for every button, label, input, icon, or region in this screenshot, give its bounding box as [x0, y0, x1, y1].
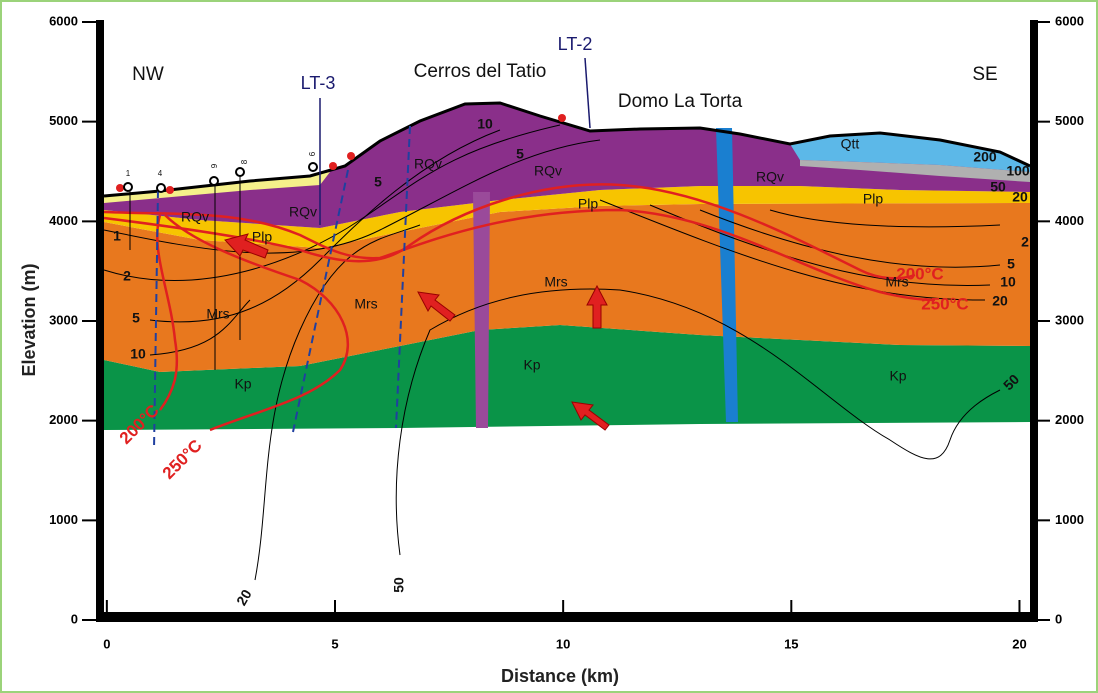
spring	[558, 114, 566, 122]
y-tick-label: 0	[71, 611, 78, 626]
annotation: RQv	[756, 169, 784, 185]
annotation: 250°C	[921, 294, 968, 313]
spring	[329, 162, 337, 170]
annotation: 10	[477, 116, 493, 132]
annotation: Kp	[523, 357, 540, 373]
annotation: LT-2	[558, 34, 593, 54]
x-tick-label: 15	[784, 636, 798, 651]
annotation: Cerros del Tatio	[414, 61, 547, 82]
y-tick-label: 4000	[49, 213, 78, 228]
annotation: Mrs	[354, 296, 377, 312]
annotation: 8	[240, 159, 249, 164]
x-axis-label: Distance (km)	[501, 666, 619, 686]
y-tick-label: 5000	[49, 113, 78, 128]
annotation: 50	[990, 179, 1006, 195]
annotation: 6	[308, 151, 317, 156]
spring	[116, 184, 124, 192]
x-tick-label: 0	[103, 636, 110, 651]
annotation: 4	[158, 169, 163, 178]
cross-section-figure: 0100020003000400050006000010002000300040…	[0, 0, 1098, 693]
annotation: 10	[1000, 274, 1016, 290]
spring	[347, 152, 355, 160]
y2-tick-label: 5000	[1055, 113, 1084, 128]
y2-tick-label: 1000	[1055, 512, 1084, 527]
annotation: Mrs	[544, 274, 567, 290]
y-axis-label: Elevation (m)	[19, 263, 39, 376]
annotation: 5	[132, 310, 140, 326]
annotation: 5	[1007, 256, 1015, 272]
annotation: 2	[1021, 234, 1029, 250]
annotation: 1	[113, 228, 121, 244]
annotation: 200°C	[896, 264, 943, 283]
annotation: 5	[374, 174, 382, 190]
bottom-axis-bar	[96, 612, 1038, 622]
annotation: NW	[132, 64, 164, 85]
x-tick-label: 10	[556, 636, 570, 651]
annotation: 2	[123, 268, 131, 284]
y-tick-label: 3000	[49, 312, 78, 327]
annotation: RQv	[534, 163, 562, 179]
well-head	[210, 177, 218, 185]
annotation: Domo La Torta	[618, 91, 743, 112]
y-tick-label: 2000	[49, 412, 78, 427]
well-head	[236, 168, 244, 176]
annotation: 200	[973, 149, 997, 165]
annotation: Kp	[234, 376, 251, 392]
annotation: 100	[1006, 163, 1030, 179]
y-tick-label: 6000	[49, 13, 78, 28]
right-axis-bar	[1030, 20, 1038, 622]
annotation: Plp	[863, 191, 883, 207]
annotation: SE	[972, 64, 997, 85]
y2-tick-label: 0	[1055, 611, 1062, 626]
annotation: 10	[130, 346, 146, 362]
annotation: 50	[391, 577, 407, 593]
annotation: 20	[1012, 189, 1028, 205]
annotation: RQv	[181, 209, 209, 225]
well-head	[124, 183, 132, 191]
annotation: RQv	[414, 156, 442, 172]
spring	[166, 186, 174, 194]
x-tick-label: 20	[1012, 636, 1026, 651]
annotation: Kp	[889, 368, 906, 384]
annotation: Plp	[252, 229, 272, 245]
annotation: LT-3	[301, 73, 336, 93]
annotation: 1	[126, 169, 131, 178]
annotation: Plp	[578, 196, 598, 212]
annotation: 5	[516, 146, 524, 162]
y2-tick-label: 4000	[1055, 213, 1084, 228]
y2-tick-label: 6000	[1055, 13, 1084, 28]
x-tick-label: 5	[331, 636, 338, 651]
annotation: RQv	[289, 204, 317, 220]
annotation: Qtt	[841, 136, 860, 152]
well-head	[157, 184, 165, 192]
annotation: 9	[210, 163, 219, 168]
well-head	[309, 163, 317, 171]
annotation: Mrs	[206, 306, 229, 322]
y2-tick-label: 2000	[1055, 412, 1084, 427]
y-tick-label: 1000	[49, 512, 78, 527]
annotation: 20	[992, 293, 1008, 309]
y2-tick-label: 3000	[1055, 312, 1084, 327]
